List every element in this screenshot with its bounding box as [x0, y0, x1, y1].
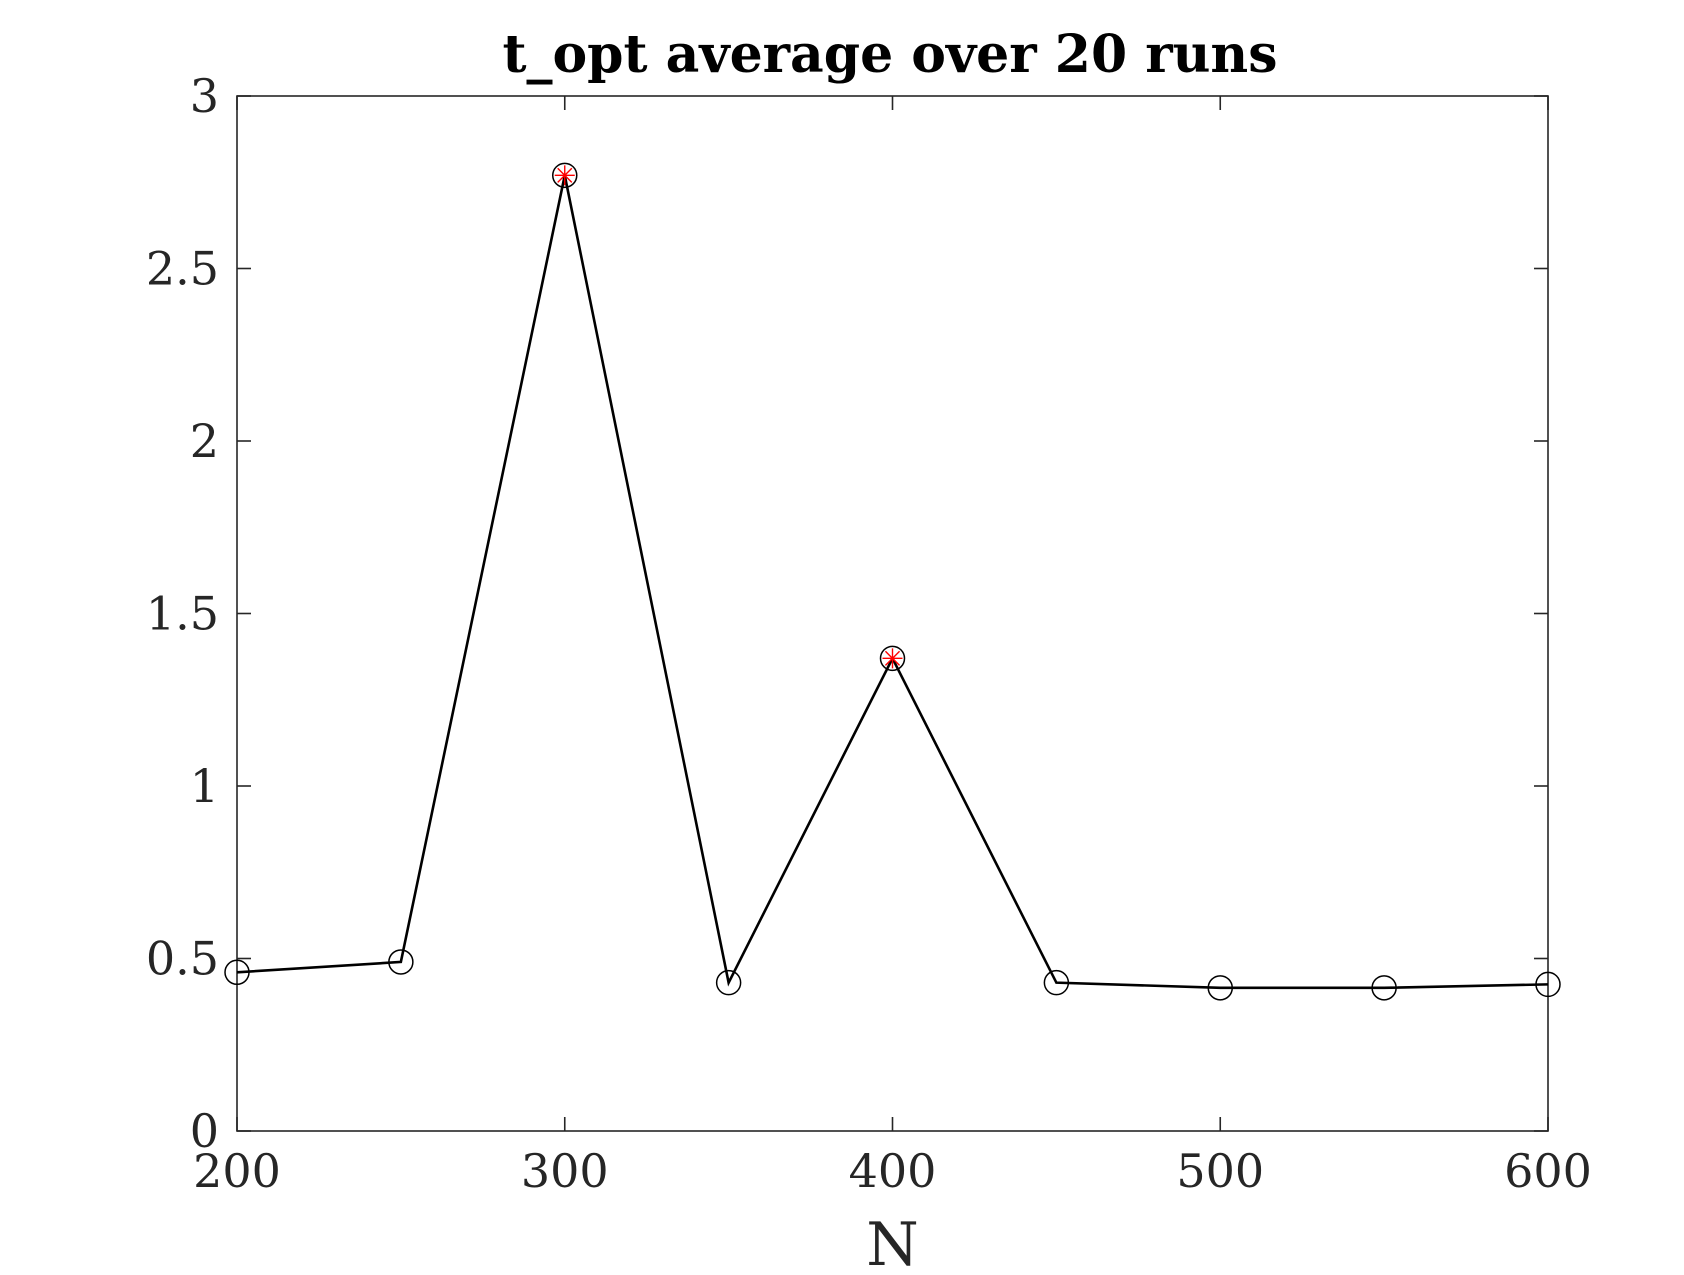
data-point-marker: [224, 959, 250, 986]
data-point-marker: [1043, 969, 1070, 996]
y-tick-label: 1.5: [146, 587, 219, 641]
plot-area-frame: [236, 95, 1549, 1132]
y-tick-label: 0: [190, 1104, 219, 1158]
x-tick-label: 500: [1176, 1144, 1264, 1198]
data-point-marker: [715, 969, 742, 996]
series-line: [236, 175, 1549, 990]
x-tick-label: 400: [849, 1144, 937, 1198]
y-tick-label: 3: [190, 69, 219, 123]
x-tick-label: 600: [1504, 1144, 1592, 1198]
data-point-marker: [1371, 975, 1397, 1001]
axis-ticks: 200 300 400 500 600 0 0.5 1 1.5 2 2.5 3: [146, 69, 1592, 1198]
data-point-marker: [1535, 971, 1561, 998]
data-series: [224, 162, 1561, 1001]
x-tick-label: 200: [193, 1144, 281, 1198]
highlight-asterisk-marker: [882, 648, 903, 669]
y-tick-label: 2.5: [146, 242, 219, 296]
x-axis-label: N: [866, 1210, 919, 1275]
y-tick-label: 1: [190, 759, 219, 813]
x-tick-label: 300: [521, 1144, 609, 1198]
data-point-marker: [879, 645, 906, 672]
highlight-asterisk-marker: [554, 165, 575, 186]
y-tick-label: 0.5: [146, 932, 219, 986]
chart-title: t_opt average over 20 runs: [502, 24, 1277, 85]
y-tick-label: 2: [190, 414, 219, 468]
data-point-marker: [388, 949, 414, 975]
data-point-marker: [1207, 975, 1233, 1001]
data-point-marker: [552, 162, 578, 189]
